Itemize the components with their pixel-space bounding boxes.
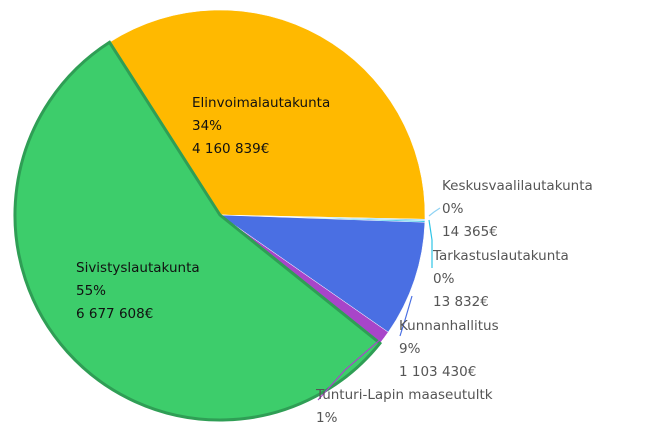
leader-line	[317, 337, 383, 401]
leader-line	[428, 219, 433, 268]
slice-value: 6 677 608€	[76, 306, 153, 322]
slice-name: Tarkastuslautakunta	[432, 248, 569, 264]
leader-line	[399, 295, 413, 337]
leader-line	[428, 207, 441, 217]
slice-name: Sivistyslautakunta	[76, 260, 200, 276]
slice-name: Elinvoimalautakunta	[192, 95, 330, 111]
slice-percent: 55%	[76, 283, 106, 299]
slice-percent: 34%	[192, 118, 222, 134]
slice-value: 1 103 430€	[399, 364, 476, 380]
slice-name: Tunturi-Lapin maaseutultk	[315, 387, 493, 403]
slice-percent: 9%	[399, 341, 421, 357]
leader-lines	[317, 207, 441, 401]
slice-name: Keskusvaalilautakunta	[442, 178, 593, 194]
slice-percent: 1%	[316, 410, 338, 426]
pie-slice	[219, 214, 426, 333]
slice-value: 13 832€	[433, 294, 489, 310]
slices	[13, 9, 426, 422]
slice-name: Kunnanhallitus	[399, 318, 499, 334]
slice-percent: 0%	[442, 201, 464, 217]
pie-slice	[109, 9, 426, 220]
slice-value: 14 365€	[442, 224, 498, 240]
pie-slice	[13, 40, 383, 422]
slice-value: 4 160 839€	[192, 141, 269, 157]
slice-percent: 0%	[433, 271, 455, 287]
